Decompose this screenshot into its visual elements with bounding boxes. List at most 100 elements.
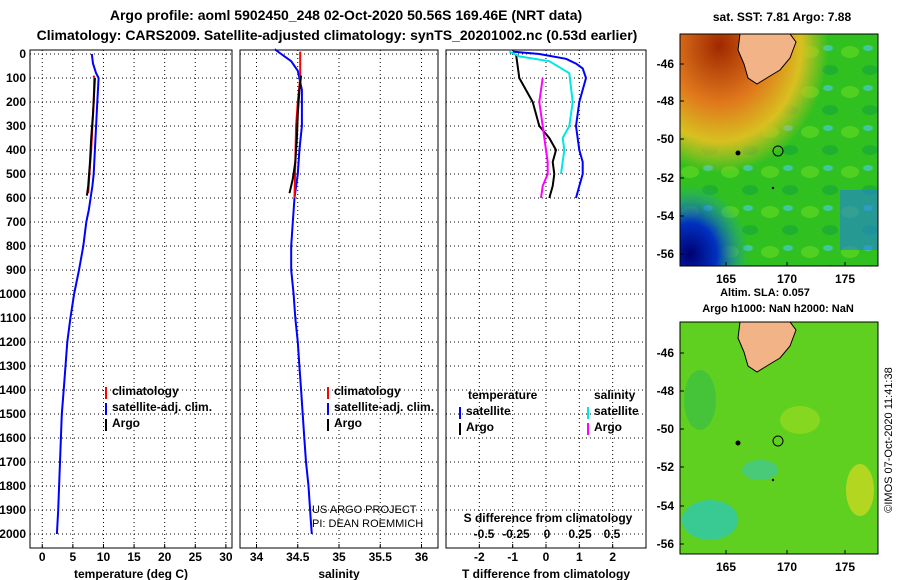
x-tick-label: 34.5 [286,550,310,564]
sla-blotch [682,500,738,540]
credit-text: ©IMOS 07-Oct-2020 11:41:38 [883,367,895,512]
map-y-tick-label: -52 [657,460,675,474]
top-tick-label: -0.5 [474,527,495,541]
y-tick-label: 400 [6,143,26,157]
annotation-text: PI: DEAN ROEMMICH [312,518,423,530]
x-tick-label: 35.5 [369,550,393,564]
map-y-tick-label: -56 [657,247,675,261]
y-tick-label: 0 [19,47,26,61]
y-tick-label: 1400 [0,383,26,397]
legend-header: temperature [468,388,538,402]
x-tick-label: 36 [415,550,429,564]
land-mass [737,321,797,373]
sla-map: Altim. SLA: 0.057 Argo h1000: NaN h2000:… [657,287,879,574]
header-line1: Argo profile: aoml 5902450_248 02-Oct-20… [110,7,582,23]
map-y-tick-label: -50 [657,132,675,146]
x-tick-label: 15 [127,550,141,564]
y-tick-label: 500 [6,167,26,181]
island-marker [771,478,775,482]
y-tick-label: 1700 [0,455,26,469]
x-axis-label: salinity [318,567,360,580]
y-tick-label: 300 [6,119,26,133]
island-marker [735,440,741,446]
legend-label: Argo [594,420,622,434]
difference-profile-plot: -2 -1 0 1 2 T difference from climatology temp… [445,49,647,580]
map-x-tick-label: 165 [716,272,736,286]
sla-map-title-line1: Altim. SLA: 0.057 [720,287,810,299]
map-x-tick-label: 175 [835,560,855,574]
sst-map: sat. SST: 7.81 Argo: 7.88 165 170 175 -46 -4… [657,10,879,286]
series-line [85,77,96,196]
legend-label: Argo [334,416,362,430]
x-tick-label: -1 [507,550,518,564]
map-y-tick-label: -48 [657,384,675,398]
series-line [512,50,587,199]
x-tick-label: 10 [97,550,111,564]
series-line [55,53,100,535]
header-line2: Climatology: CARS2009. Satellite-adjuste… [37,27,638,43]
map-y-tick-label: -52 [657,171,675,185]
legend-label: climatology [334,384,401,398]
x-axis-label: T difference from climatology [462,567,630,580]
sla-blotch [846,464,874,516]
map-y-tick-label: -46 [657,57,675,71]
salinity-profile-plot: 34 34.5 35 35.5 36 salinity climatology satelli… [239,48,439,580]
land-mass [737,33,797,85]
island-marker [735,150,741,156]
series-line [288,75,303,194]
x-tick-label: -2 [474,550,485,564]
y-tick-label: 1800 [0,479,26,493]
y-tick-label: 2000 [0,527,26,541]
argo-position-marker [772,145,784,157]
sla-blotch [780,406,820,434]
y-tick-label: 1300 [0,359,26,373]
series-line [508,50,574,175]
x-tick-label: 5 [70,550,77,564]
sla-map-frame [679,321,879,555]
plot-frame [29,49,233,549]
map-y-tick-label: -48 [657,94,675,108]
y-tick-label: 1500 [0,407,26,421]
sla-map-title-line2: Argo h1000: NaN h2000: NaN [702,303,854,315]
x-tick-label: 20 [158,550,172,564]
y-tick-label: 100 [6,71,26,85]
y-tick-label: 200 [6,95,26,109]
legend-label: climatology [112,384,179,398]
temperature-profile-plot: 0 5 10 15 20 25 30 temperature (deg C) 0 100 200 30… [0,47,233,580]
y-tick-label: 700 [6,215,26,229]
argo-position-marker [772,435,784,447]
top-tick-label: -0.25 [502,527,530,541]
legend-label: satellite [466,404,511,418]
y-tick-label: 1000 [0,287,26,301]
x-tick-label: 25 [189,550,203,564]
series-line [515,53,557,199]
y-tick-label: 1900 [0,503,26,517]
map-y-tick-label: -50 [657,422,675,436]
legend-label: satellite-adj. clim. [334,400,434,414]
map-y-tick-label: -54 [657,499,675,513]
x-tick-label: 0 [543,550,550,564]
sla-blotch [684,370,716,430]
x-tick-label: 35 [332,550,346,564]
series-line [538,77,549,199]
series-line [274,48,313,535]
annotation-text: US ARGO PROJECT [312,504,417,516]
island-marker [771,186,775,190]
map-x-tick-label: 170 [777,272,797,286]
legend-label: satellite [594,404,639,418]
sla-map-axes: 165 170 175 -46 -48 -50 -52 -54 -56 [657,346,856,574]
y-tick-label: 900 [6,263,26,277]
x-tick-label: 2 [609,550,616,564]
map-y-tick-label: -46 [657,346,675,360]
top-tick-label: 0.25 [568,527,592,541]
top-tick-label: 0.5 [604,527,621,541]
x-tick-label: 0 [39,550,46,564]
y-tick-label: 1100 [0,311,26,325]
sst-map-title: sat. SST: 7.81 Argo: 7.88 [713,10,852,24]
map-x-tick-label: 165 [716,560,736,574]
sst-cool-patch [840,190,878,250]
top-tick-label: 0 [544,527,551,541]
top-axis-label: S difference from climatology [464,511,633,525]
y-tick-label: 1600 [0,431,26,445]
x-tick-label: 30 [219,550,233,564]
